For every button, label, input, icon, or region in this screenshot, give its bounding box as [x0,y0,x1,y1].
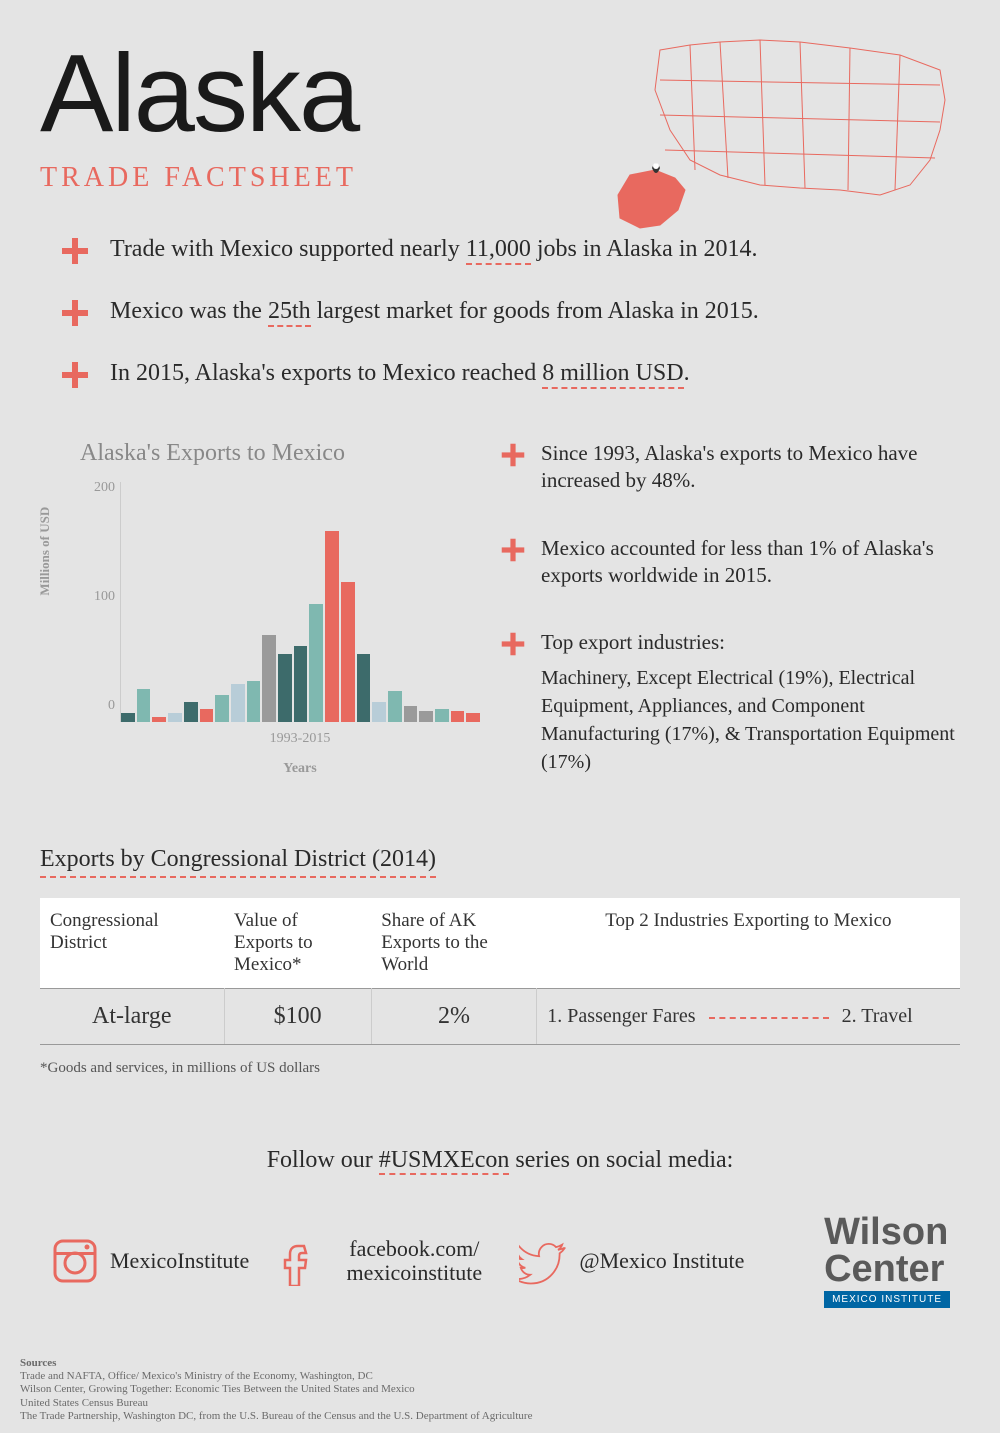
y-tick-label: 200 [94,480,115,496]
plus-icon [60,236,90,266]
chart-bar [262,635,276,722]
fact-text: Mexico was the 25th largest market for g… [110,296,759,327]
plus-icon [500,537,526,563]
table-title: Exports by Congressional District (2014) [40,846,436,878]
sources-title: Sources [20,1357,532,1370]
source-line: The Trade Partnership, Washington DC, fr… [20,1410,532,1423]
fact-text: In 2015, Alaska's exports to Mexico reac… [110,358,690,389]
us-map-icon [600,30,960,240]
chart-bar [294,646,308,722]
side-fact-text: Top export industries: Machinery, Except… [541,629,960,776]
cell-share: 2% [371,989,537,1045]
chart-bar [325,531,339,722]
table-footnote: *Goods and services, in millions of US d… [40,1060,960,1077]
chart-area: Millions of USD 0100200 1993-2015 Years [70,482,470,782]
chart-bar [341,582,355,722]
side-facts: Since 1993, Alaska's exports to Mexico h… [500,440,960,816]
facebook-icon [274,1236,324,1286]
mid-section: Alaska's Exports to Mexico Millions of U… [0,430,1000,836]
chart-bar [435,709,449,722]
industries-label: Top export industries: [541,629,960,656]
side-fact-item: Mexico accounted for less than 1% of Ala… [500,535,960,590]
source-line: Trade and NAFTA, Office/ Mexico's Minist… [20,1370,532,1383]
x-axis-range: 1993-2015 [120,731,480,747]
y-axis-label: Millions of USD [37,507,53,596]
table-row: At-large $100 2% 1. Passenger Fares 2. T… [40,989,960,1045]
y-ticks: 0 100 200 [85,482,115,722]
wilson-center-logo: Wilson Center MEXICO INSTITUTE [824,1214,950,1307]
chart-bar [451,711,465,722]
chart-bar [357,654,371,722]
chart-bars [120,482,480,722]
plus-icon [500,442,526,468]
header: Alaska TRADE FACTSHEET [0,0,1000,214]
chart-bar [231,684,245,722]
col-value: Value of Exports to Mexico* [224,898,371,989]
y-tick-label: 100 [94,589,115,605]
side-fact-item: Top export industries: Machinery, Except… [500,629,960,776]
side-fact-text: Since 1993, Alaska's exports to Mexico h… [541,440,960,495]
table-section: Exports by Congressional District (2014)… [0,836,1000,1087]
chart-bar [309,604,323,722]
fact-item: Mexico was the 25th largest market for g… [60,296,940,328]
twitter-handle: @Mexico Institute [579,1248,744,1274]
instagram-link[interactable]: MexicoInstitute [50,1236,249,1286]
chart-bar [466,713,480,722]
chart-bar [278,654,292,722]
social-row: MexicoInstitute facebook.com/ mexicoinst… [40,1214,960,1307]
logo-line1: Wilson [824,1214,950,1250]
col-district: Congressional District [40,898,224,989]
plus-icon [60,360,90,390]
cell-industries: 1. Passenger Fares 2. Travel [537,989,960,1045]
chart-bar [184,702,198,722]
col-industries: Top 2 Industries Exporting to Mexico [537,898,960,989]
chart-bar [247,681,261,722]
chart-bar [372,702,386,722]
sources: Sources Trade and NAFTA, Office/ Mexico'… [20,1357,532,1423]
instagram-icon [50,1236,100,1286]
top-facts: Trade with Mexico supported nearly 11,00… [0,214,1000,430]
source-line: United States Census Bureau [20,1397,532,1410]
twitter-link[interactable]: @Mexico Institute [519,1236,744,1286]
chart-bar [419,711,433,722]
industry-1: 1. Passenger Fares [547,1005,695,1027]
chart-bar [388,691,402,722]
chart-bar [137,689,151,722]
chart-bar [215,695,229,722]
chart-bar [152,717,166,722]
source-line: Wilson Center, Growing Together: Economi… [20,1383,532,1396]
col-share: Share of AK Exports to the World [371,898,537,989]
instagram-handle: MexicoInstitute [110,1248,249,1274]
social-section: Follow our #USMXEcon series on social me… [0,1147,1000,1307]
chart-bar [404,706,418,722]
side-fact-item: Since 1993, Alaska's exports to Mexico h… [500,440,960,495]
chart-bar [168,713,182,722]
y-tick-label: 0 [108,698,115,714]
exports-chart: Alaska's Exports to Mexico Millions of U… [40,440,470,816]
plus-icon [60,298,90,328]
dashed-connector [709,1017,829,1019]
facebook-link[interactable]: facebook.com/ mexicoinstitute [274,1236,494,1286]
cell-value: $100 [224,989,371,1045]
side-fact-text: Mexico accounted for less than 1% of Ala… [541,535,960,590]
logo-line2: Center [824,1251,950,1287]
cell-district: At-large [40,989,224,1045]
facebook-handle: facebook.com/ mexicoinstitute [334,1237,494,1285]
hashtag: #USMXEcon [379,1147,510,1175]
logo-sublabel: MEXICO INSTITUTE [824,1291,950,1308]
chart-bar [200,709,214,722]
industries-detail: Machinery, Except Electrical (19%), Elec… [541,664,960,776]
exports-table: Congressional District Value of Exports … [40,898,960,1045]
table-header-row: Congressional District Value of Exports … [40,898,960,989]
chart-title: Alaska's Exports to Mexico [80,440,470,467]
fact-item: In 2015, Alaska's exports to Mexico reac… [60,358,940,390]
plus-icon [500,631,526,657]
social-title: Follow our #USMXEcon series on social me… [40,1147,960,1174]
chart-bar [121,713,135,722]
twitter-icon [519,1236,569,1286]
industry-2: 2. Travel [842,1005,913,1027]
x-axis-title: Years [120,761,480,777]
